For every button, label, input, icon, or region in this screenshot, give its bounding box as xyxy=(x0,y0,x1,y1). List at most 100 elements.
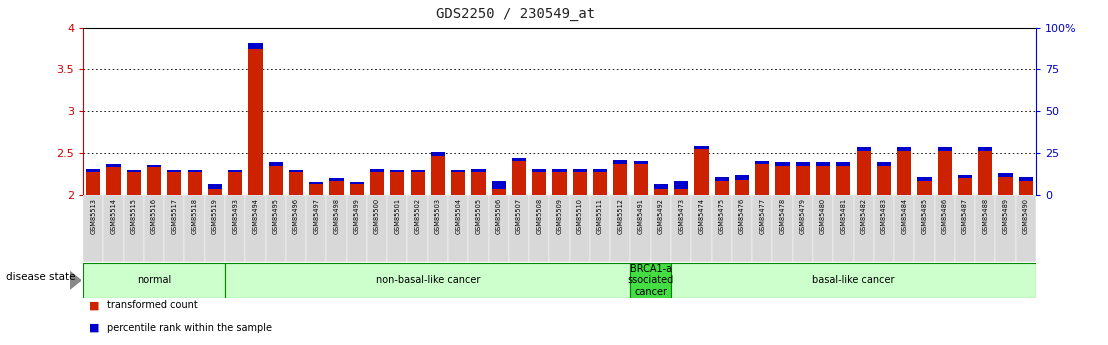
Bar xyxy=(853,195,874,262)
Text: GSM85517: GSM85517 xyxy=(172,198,177,234)
Bar xyxy=(937,151,952,195)
Bar xyxy=(126,172,141,195)
Text: GSM85480: GSM85480 xyxy=(820,198,827,234)
Bar xyxy=(695,149,708,195)
Text: GSM85494: GSM85494 xyxy=(253,198,258,234)
Text: GSM85516: GSM85516 xyxy=(151,198,157,234)
Bar xyxy=(715,177,729,181)
Bar xyxy=(756,161,769,164)
Text: GSM85508: GSM85508 xyxy=(536,198,542,234)
Bar xyxy=(674,189,688,195)
Text: GSM85518: GSM85518 xyxy=(192,198,197,234)
Text: GSM85481: GSM85481 xyxy=(840,198,847,234)
Bar xyxy=(856,151,871,195)
Bar xyxy=(329,181,343,195)
Text: GSM85473: GSM85473 xyxy=(678,198,684,234)
Bar xyxy=(225,195,245,262)
Bar xyxy=(124,195,144,262)
Text: GSM85488: GSM85488 xyxy=(983,198,988,234)
Text: GSM85513: GSM85513 xyxy=(90,198,96,234)
Text: GSM85496: GSM85496 xyxy=(293,198,299,234)
Bar xyxy=(329,178,343,181)
Bar xyxy=(187,172,202,195)
Text: GSM85479: GSM85479 xyxy=(800,198,806,234)
Text: BRCA1-a
ssociated
cancer: BRCA1-a ssociated cancer xyxy=(627,264,674,297)
Text: GSM85502: GSM85502 xyxy=(414,198,421,234)
Bar xyxy=(630,195,650,262)
Text: GSM85483: GSM85483 xyxy=(881,198,886,234)
Text: GSM85491: GSM85491 xyxy=(637,198,644,234)
Text: GSM85485: GSM85485 xyxy=(922,198,927,234)
Text: normal: normal xyxy=(137,275,171,285)
Bar xyxy=(978,147,993,151)
Text: GSM85501: GSM85501 xyxy=(394,198,400,234)
Bar xyxy=(431,152,445,156)
Bar xyxy=(147,167,161,195)
Bar xyxy=(593,172,607,195)
Bar xyxy=(268,166,283,195)
Bar xyxy=(674,181,688,189)
Bar xyxy=(998,177,1013,195)
Bar xyxy=(228,170,243,172)
Bar xyxy=(390,172,404,195)
Text: GSM85482: GSM85482 xyxy=(861,198,866,234)
Text: GSM85490: GSM85490 xyxy=(1023,198,1029,234)
Bar xyxy=(634,164,648,195)
Bar xyxy=(715,181,729,195)
Bar xyxy=(431,156,445,195)
Bar xyxy=(813,195,833,262)
Bar xyxy=(164,195,184,262)
Bar xyxy=(776,166,790,195)
Bar xyxy=(958,175,972,178)
Bar xyxy=(735,175,749,180)
Bar xyxy=(106,164,121,167)
Bar xyxy=(268,162,283,166)
Text: GSM85498: GSM85498 xyxy=(334,198,339,234)
Bar xyxy=(611,195,630,262)
Bar xyxy=(874,195,894,262)
Bar xyxy=(187,170,202,172)
Text: GSM85503: GSM85503 xyxy=(435,198,441,234)
Bar xyxy=(147,165,161,167)
Bar xyxy=(752,195,772,262)
Bar xyxy=(126,170,141,172)
Text: GSM85505: GSM85505 xyxy=(475,198,482,234)
Bar xyxy=(897,151,911,195)
Bar xyxy=(448,195,469,262)
Bar xyxy=(654,189,668,195)
Bar xyxy=(451,170,465,172)
Bar xyxy=(876,166,891,195)
Bar xyxy=(856,147,871,151)
Text: percentile rank within the sample: percentile rank within the sample xyxy=(107,323,273,333)
Text: GSM85492: GSM85492 xyxy=(658,198,664,234)
Bar xyxy=(167,172,182,195)
Bar xyxy=(815,166,830,195)
Text: GSM85510: GSM85510 xyxy=(577,198,583,234)
Bar xyxy=(914,195,935,262)
Text: GSM85486: GSM85486 xyxy=(942,198,947,234)
Text: GSM85511: GSM85511 xyxy=(597,198,603,234)
Text: GSM85506: GSM85506 xyxy=(495,198,502,234)
Bar xyxy=(833,195,853,262)
Bar xyxy=(289,170,304,172)
Bar xyxy=(1018,181,1033,195)
Text: GSM85497: GSM85497 xyxy=(314,198,319,234)
Bar xyxy=(671,195,691,262)
Bar xyxy=(327,195,347,262)
Text: GSM85474: GSM85474 xyxy=(698,198,705,234)
Bar xyxy=(86,169,101,172)
Bar xyxy=(309,184,324,195)
Bar xyxy=(306,195,327,262)
Bar xyxy=(387,195,408,262)
Text: GSM85489: GSM85489 xyxy=(1003,198,1008,234)
Bar xyxy=(756,164,769,195)
Bar xyxy=(613,164,627,195)
Text: GSM85509: GSM85509 xyxy=(556,198,563,234)
Bar xyxy=(897,147,911,151)
Bar xyxy=(894,195,914,262)
Text: basal-like cancer: basal-like cancer xyxy=(812,275,895,285)
Bar xyxy=(512,158,526,161)
Bar xyxy=(978,151,993,195)
Bar xyxy=(935,195,955,262)
Text: disease state: disease state xyxy=(6,272,75,282)
